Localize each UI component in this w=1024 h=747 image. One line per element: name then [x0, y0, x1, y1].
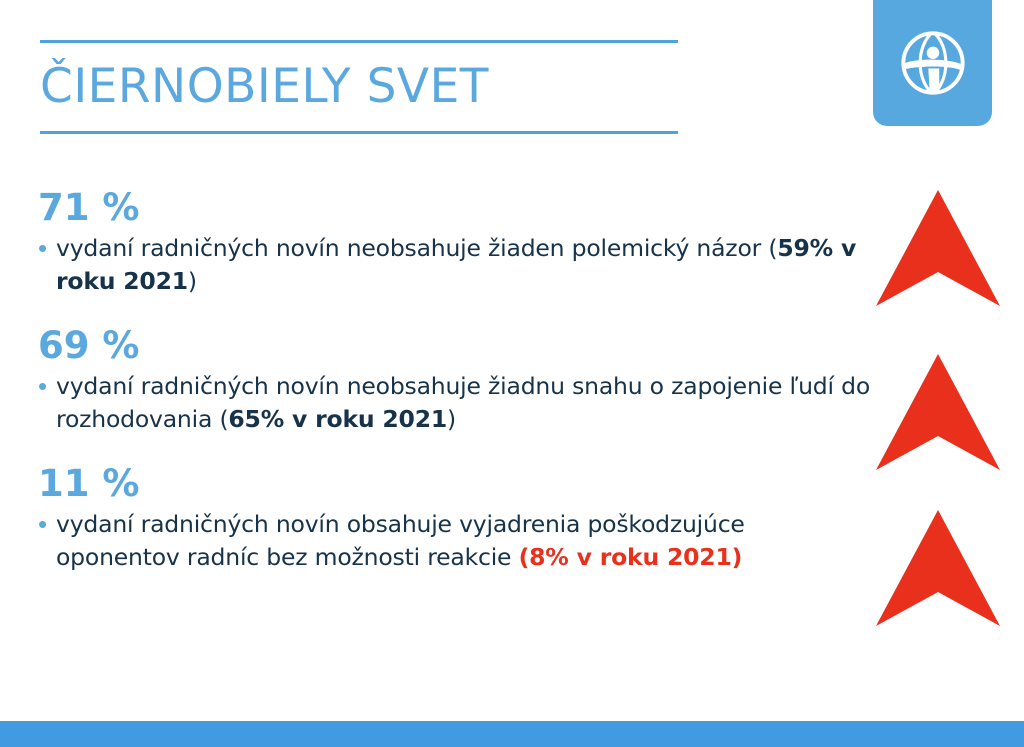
page-title: ČIERNOBIELY SVET	[40, 59, 489, 114]
bullet-icon: •	[38, 371, 48, 401]
footer-bar	[0, 721, 1024, 747]
bullet-icon: •	[38, 509, 48, 539]
stat-description: vydaní radničných novín neobsahuje žiadn…	[56, 372, 871, 433]
stats-list: 71 % • vydaní radničných novín neobsahuj…	[0, 186, 1024, 600]
title-bottom-rule	[40, 131, 678, 134]
stat-row: • vydaní radničných novín neobsahuje žia…	[0, 370, 1024, 436]
stat-number: 71 %	[38, 186, 140, 229]
title-top-rule	[40, 40, 678, 43]
logo-badge	[873, 0, 992, 126]
stat-number: 11 %	[38, 462, 140, 505]
red-up-arrow-icon-1	[876, 188, 1000, 308]
red-up-arrow-icon-3	[876, 508, 1000, 628]
stat-block-2: 69 % • vydaní radničných novín neobsahuj…	[0, 324, 1024, 436]
transparency-globe-logo-icon	[894, 24, 972, 102]
stat-number: 69 %	[38, 324, 140, 367]
stat-block-1: 71 % • vydaní radničných novín neobsahuj…	[0, 186, 1024, 298]
stat-row: • vydaní radničných novín obsahuje vyjad…	[0, 508, 1024, 574]
bullet-icon: •	[38, 233, 48, 263]
stat-row: • vydaní radničných novín neobsahuje žia…	[0, 232, 1024, 298]
stat-block-3: 11 % • vydaní radničných novín obsahuje …	[0, 462, 1024, 574]
stat-description: vydaní radničných novín neobsahuje žiade…	[56, 234, 857, 295]
stat-description: vydaní radničných novín obsahuje vyjadre…	[56, 510, 745, 571]
red-up-arrow-icon-2	[876, 352, 1000, 472]
slide-header: ČIERNOBIELY SVET	[40, 40, 678, 134]
